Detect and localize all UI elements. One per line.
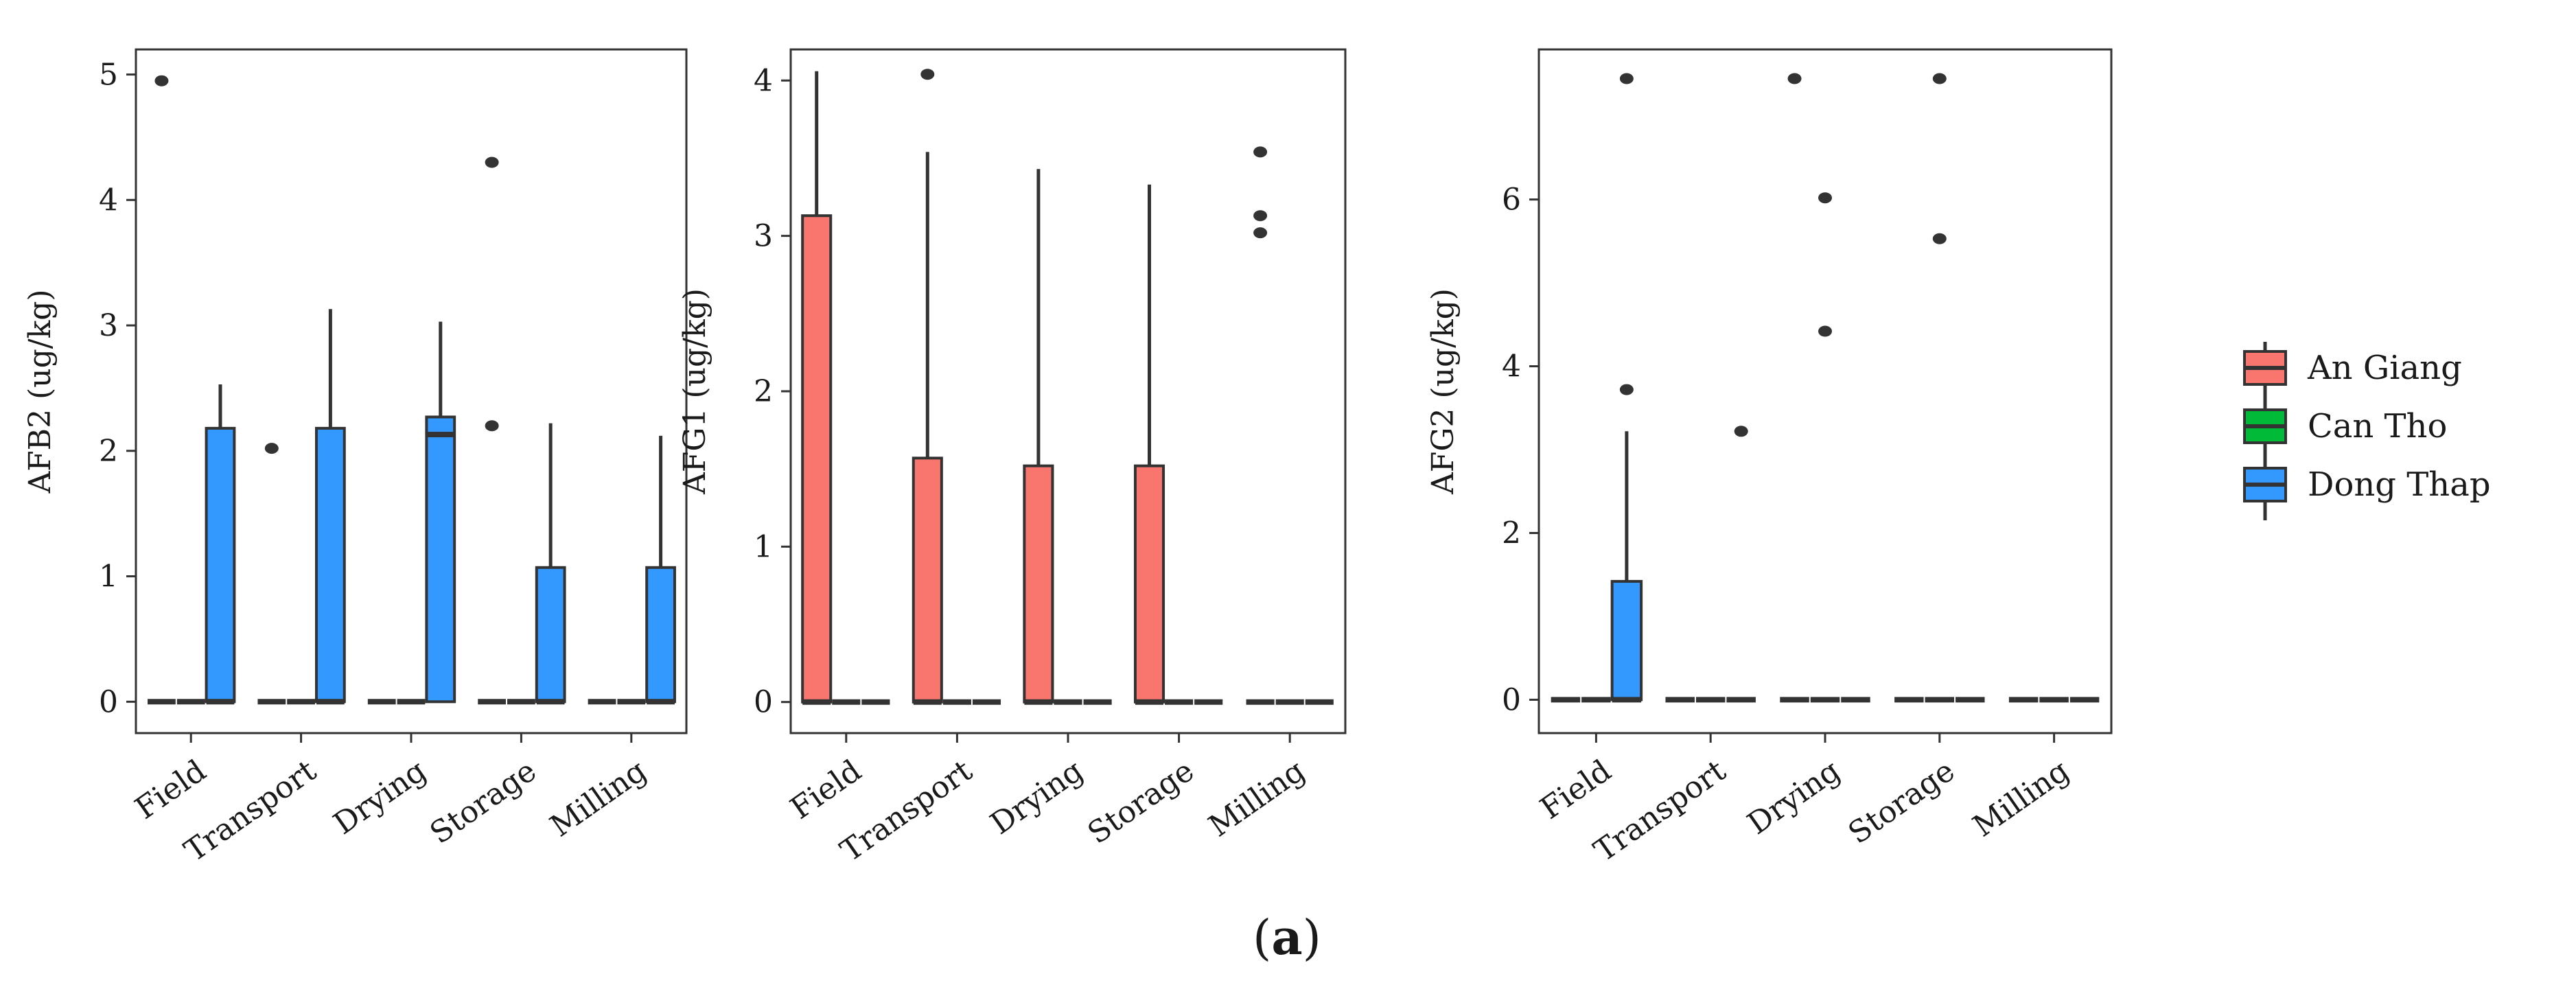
outlier-point <box>1253 146 1268 158</box>
box-can-tho <box>1925 73 1955 703</box>
y-tick-label: 2 <box>99 434 118 469</box>
x-tick-label: Storage <box>1842 753 1961 851</box>
outlier-point <box>1932 73 1947 84</box>
box-body <box>535 566 566 704</box>
outlier-point <box>1619 384 1634 395</box>
legend-label: Can Tho <box>2308 407 2447 445</box>
box-dong-thap <box>205 384 236 705</box>
y-axis-title: AFG2 (ug/kg) <box>1426 288 1461 495</box>
box-body <box>912 456 943 704</box>
x-tick-label: Storage <box>1082 753 1200 851</box>
y-tick-label: 3 <box>754 219 773 254</box>
x-tick-label: Field <box>129 753 213 826</box>
box-an-giang <box>1780 73 1809 703</box>
figure-caption: (a) <box>1253 909 1321 966</box>
outlier-point <box>1818 192 1832 204</box>
legend: An Giang Can Tho Dong Thap <box>2243 342 2491 520</box>
box-dong-thap <box>314 309 346 705</box>
outlier-point <box>1734 426 1748 437</box>
legend-label: An Giang <box>2307 349 2462 387</box>
x-tick-label: Field <box>784 753 868 826</box>
x-tick-label: Drying <box>327 753 433 842</box>
y-tick-label: 6 <box>1502 183 1521 218</box>
x-tick-label: Storage <box>423 753 542 851</box>
caption-letter: a <box>1271 909 1302 966</box>
box-body <box>1610 579 1643 702</box>
outlier-point <box>920 69 935 80</box>
box-an-giang <box>1023 169 1054 705</box>
box-an-giang <box>912 69 943 705</box>
legend-item: Can Tho <box>2243 400 2447 462</box>
outlier-point <box>1818 325 1832 337</box>
box-dong-thap <box>1726 426 1756 703</box>
y-axis-title: AFB2 (ug/kg) <box>23 289 58 494</box>
box-body <box>1133 464 1165 704</box>
box-body <box>314 426 346 704</box>
y-tick-label: 1 <box>754 529 773 564</box>
legend-item: An Giang <box>2243 342 2462 404</box>
box-dong-thap <box>425 321 456 704</box>
outlier-point <box>1253 227 1268 239</box>
box-body <box>425 415 456 704</box>
x-tick-label: Drying <box>1741 753 1847 842</box>
box-an-giang <box>1246 146 1275 705</box>
x-tick-label: Milling <box>1966 753 2076 844</box>
outlier-point <box>485 420 499 432</box>
y-tick-label: 2 <box>754 374 773 409</box>
y-tick-label: 1 <box>99 559 118 594</box>
box-body <box>801 214 833 704</box>
outlier-point <box>1619 73 1634 84</box>
box-dong-thap <box>645 435 676 705</box>
outlier-point <box>1787 73 1802 84</box>
box-body <box>645 566 676 704</box>
box-an-giang <box>801 71 833 705</box>
outlier-point <box>154 75 169 86</box>
box-an-giang <box>478 157 507 705</box>
y-axis-title: AFG1 (ug/kg) <box>677 288 712 495</box>
box-an-giang <box>1133 184 1165 705</box>
y-tick-label: 0 <box>99 684 118 719</box>
y-tick-label: 4 <box>754 63 773 98</box>
y-tick-label: 0 <box>754 685 773 720</box>
outlier-point <box>1253 210 1268 222</box>
x-tick-label: Milling <box>544 753 653 844</box>
box-body <box>1023 464 1054 704</box>
outlier-point <box>485 157 499 168</box>
box-body <box>205 426 236 704</box>
y-tick-label: 5 <box>99 58 118 93</box>
y-tick-label: 2 <box>1502 516 1521 551</box>
box-dong-thap <box>1610 73 1643 703</box>
box-an-giang <box>148 75 176 705</box>
x-tick-label: Drying <box>984 753 1090 842</box>
legend-item: Dong Thap <box>2243 459 2491 520</box>
y-tick-label: 3 <box>99 308 118 343</box>
box-dong-thap <box>535 423 566 705</box>
caption-close-paren: ) <box>1303 910 1321 966</box>
x-tick-label: Milling <box>1203 753 1312 844</box>
caption-open-paren: ( <box>1253 910 1271 966</box>
outlier-point <box>264 443 279 454</box>
x-tick-label: Field <box>1534 753 1618 826</box>
box-can-tho <box>1810 192 1840 703</box>
y-tick-label: 4 <box>99 183 118 218</box>
box-an-giang <box>257 443 286 705</box>
legend-label: Dong Thap <box>2308 465 2491 504</box>
y-tick-label: 4 <box>1502 349 1521 384</box>
y-tick-label: 0 <box>1502 682 1521 717</box>
outlier-point <box>1932 233 1947 244</box>
